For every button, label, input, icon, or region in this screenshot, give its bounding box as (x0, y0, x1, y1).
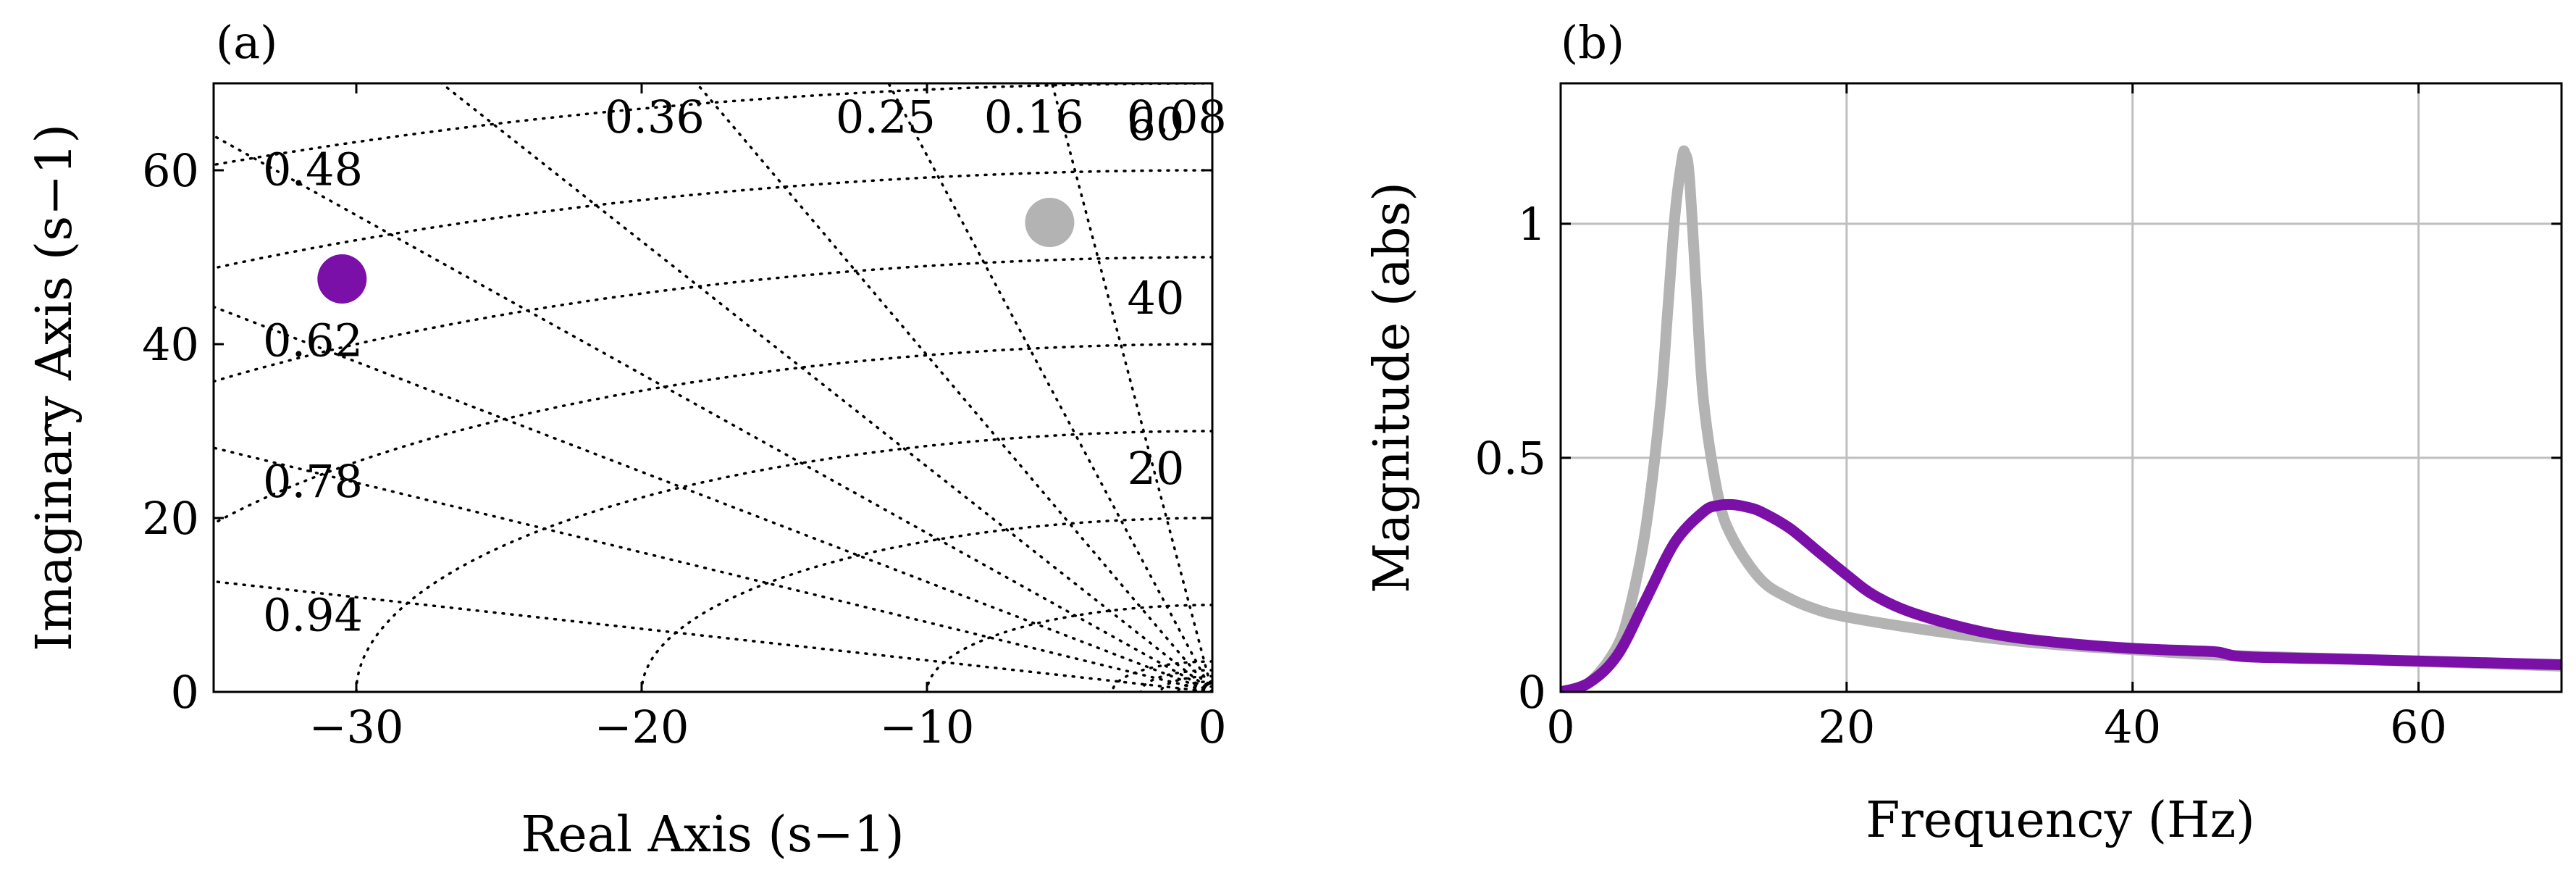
damping-ratio-line (214, 446, 1212, 692)
x-tick-label: −20 (595, 701, 689, 753)
pole-markers (317, 198, 1075, 304)
x-tick-label: 0 (1198, 701, 1226, 753)
damping-label: 0.08 (1127, 91, 1227, 143)
pole-marker (317, 254, 367, 304)
damping-labels: 0.94 0.78 0.62 0.48 0.36 0.25 0.16 0.08 20 40 60 (263, 91, 1227, 642)
damping-label: 0.94 (263, 589, 363, 642)
x-tick-label: 20 (1818, 701, 1875, 753)
natural-frequency-arc (640, 517, 1212, 692)
damping-label: 0.48 (263, 143, 363, 196)
x-tick-label: 40 (2104, 701, 2161, 753)
panel-b-y-axis-label: Magnitude (abs) (1364, 182, 1421, 593)
y-tick-label: 0 (1518, 666, 1546, 719)
frequency-label: 40 (1128, 272, 1185, 325)
panel-a-x-axis-label: Real Axis (s−1) (521, 806, 904, 864)
panel-b-x-axis-label: Frequency (Hz) (1866, 792, 2255, 849)
panel-a-frame (212, 82, 1214, 693)
x-tick-label: −30 (309, 701, 404, 753)
y-tick-label: 1 (1518, 198, 1546, 251)
panel-b-grid (1561, 83, 2562, 692)
damping-ratio-line (439, 83, 1212, 692)
y-tick-label: 20 (142, 492, 199, 545)
natural-frequency-arc (355, 430, 1212, 692)
damping-label: 0.36 (605, 91, 705, 143)
x-tick-label: 60 (2390, 701, 2447, 753)
y-tick-label: 60 (142, 144, 199, 197)
frequency-label: 60 (1128, 98, 1185, 151)
panel-a-ticks: −30 −20 −10 0 0 20 40 60 (142, 83, 1227, 753)
y-tick-label: 0.5 (1474, 432, 1546, 485)
panel-a-label: (a) (216, 16, 277, 69)
natural-frequency-arc (1111, 660, 1212, 692)
natural-frequency-arc (214, 169, 1212, 270)
frequency-label: 20 (1128, 442, 1185, 495)
damping-label: 0.78 (263, 455, 363, 508)
panel-a: −30 −20 −10 0 0 20 40 60 (a) Real Axis (s−1) Im… (26, 16, 1227, 864)
damping-ratio-line (886, 83, 1212, 692)
damping-label: 0.62 (263, 314, 363, 367)
panel-b-label: (b) (1561, 16, 1624, 69)
panel-b-ticks: 0 20 40 60 0 0.5 1 (1474, 83, 2562, 753)
natural-frequency-arc (926, 604, 1212, 692)
x-tick-label: −10 (880, 701, 975, 753)
panel-b-frame (1559, 82, 2563, 693)
y-tick-label: 40 (142, 318, 199, 371)
damping-label: 0.25 (836, 91, 936, 143)
natural-frequency-arc (214, 343, 1212, 525)
damping-ratio-line (214, 134, 1212, 692)
frequency-response-lines (1561, 145, 2562, 692)
y-tick-label: 0 (171, 666, 199, 719)
natural-frequency-arc (1176, 680, 1212, 692)
damping-label: 0.16 (984, 91, 1084, 143)
panel-a-y-axis-label: Imaginary Axis (s−1) (26, 124, 83, 651)
x-tick-label: 0 (1546, 701, 1574, 753)
response-line-grey (1561, 145, 2562, 692)
panel-b: 0 20 40 60 0 0.5 1 (b) Frequency (Hz) Magnitud… (1364, 16, 2563, 849)
natural-frequency-arc (1159, 675, 1212, 692)
damping-ratio-line (695, 83, 1212, 692)
pole-marker (1025, 198, 1075, 247)
response-line-purple (1561, 498, 2562, 692)
pole-zero-grid (214, 83, 1212, 692)
